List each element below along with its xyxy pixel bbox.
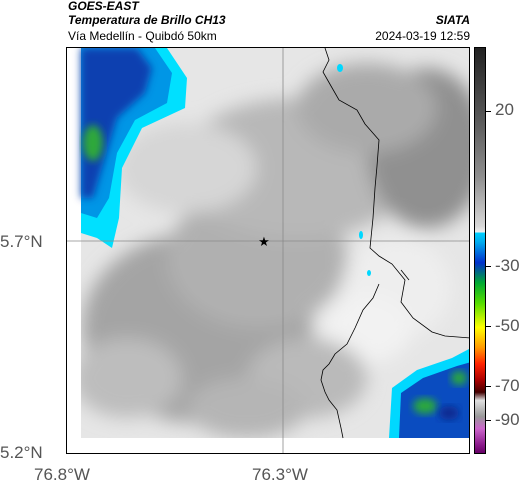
gray-cloud-field [72,63,469,438]
colorbar-tick-label: -50 [495,316,520,335]
map-datetime: 2024-03-19 12:59 [375,29,470,43]
colorbar-tick [486,386,491,387]
colorbar-tick [486,420,491,421]
organization-name: SIATA [435,13,470,27]
cold-cloud-northwest [81,48,187,248]
colorbar-tick-label: -90 [495,410,520,429]
product-title: Temperatura de Brillo CH13 [68,13,226,27]
map-canvas: ★ [67,48,469,453]
boundary-line [322,48,469,339]
cold-speck [367,270,371,276]
star-icon: ★ [258,235,270,250]
satellite-map: ★ [66,47,470,454]
colorbar-tick-label: 20 [495,100,514,119]
colorbar-tick-label: -30 [495,256,520,275]
satellite-name: GOES-EAST [68,0,139,13]
lon-tick-label: 76.3°W [252,465,308,484]
colorbar-tick [486,111,491,112]
map-subtitle: Vía Medellín - Quibdó 50km [68,29,217,43]
cold-speck [337,64,343,72]
colorbar [474,47,486,454]
boundary-line [320,283,380,439]
lon-tick-label: 76.8°W [34,465,90,484]
boundary-line [400,269,410,281]
colorbar-tick [486,326,491,327]
lat-tick-label: 5.2°N [0,443,43,462]
colorbar-tick [486,266,491,267]
colorbar-tick-label: -70 [495,376,520,395]
cold-cloud-southeast [389,349,469,438]
cold-speck [359,231,363,239]
lat-tick-label: 5.7°N [0,232,43,251]
